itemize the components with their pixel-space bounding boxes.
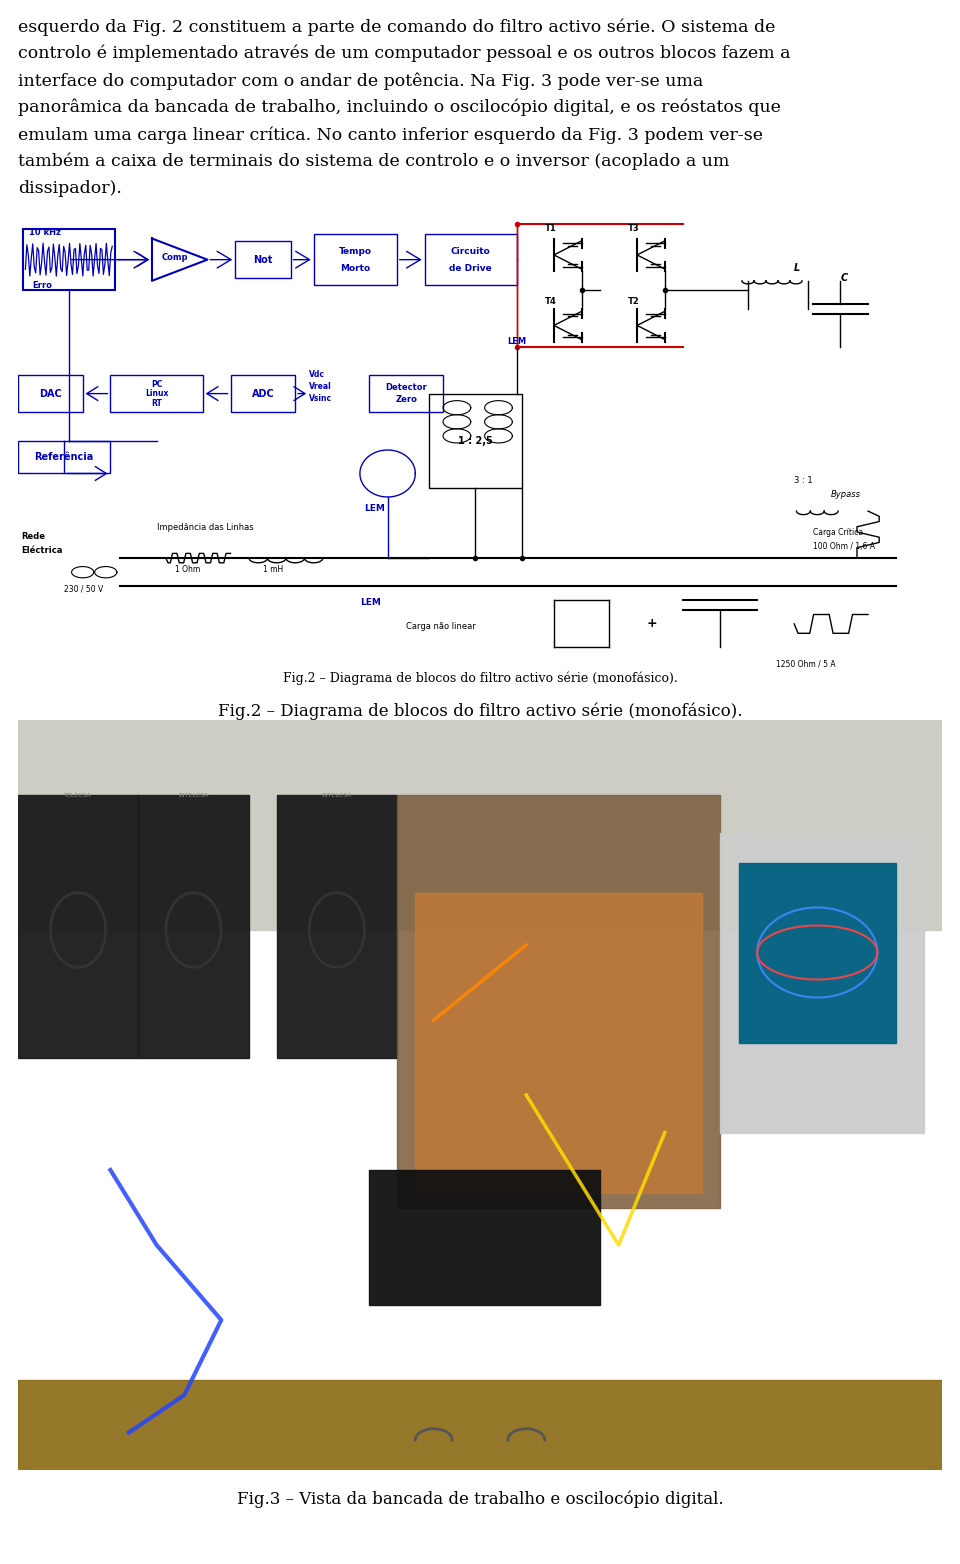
Text: Carga não linear: Carga não linear [406, 621, 476, 630]
Text: RT: RT [151, 399, 162, 408]
Bar [18, 719, 942, 931]
Text: 100 Ohm / 1,6 A: 100 Ohm / 1,6 A [813, 541, 875, 551]
Bar [18, 795, 138, 1057]
Text: DAC: DAC [39, 388, 61, 399]
Bar [429, 394, 521, 488]
Bar [396, 795, 720, 1207]
Bar [235, 241, 291, 278]
Text: também a caixa de terminais do sistema de controlo e o inversor (acoplado a um: também a caixa de terminais do sistema d… [18, 153, 730, 170]
Text: Rede: Rede [21, 532, 45, 541]
Text: Comp: Comp [161, 253, 188, 261]
Bar [23, 228, 115, 291]
Text: Referência: Referência [35, 452, 94, 461]
Text: INTELCSA: INTELCSA [179, 793, 209, 798]
Text: Circuito: Circuito [451, 247, 491, 255]
Text: Eléctrica: Eléctrica [21, 546, 62, 555]
Text: emulam uma carga linear crítica. No canto inferior esquerdo da Fig. 3 podem ver-: emulam uma carga linear crítica. No cant… [18, 127, 763, 144]
Text: 3 : 1: 3 : 1 [794, 475, 813, 485]
Text: Zero: Zero [396, 396, 417, 405]
Text: Fig.3 – Vista da bancada de trabalho e oscilocópio digital.: Fig.3 – Vista da bancada de trabalho e o… [237, 1490, 723, 1508]
Text: controlo é implementado através de um computador pessoal e os outros blocos faze: controlo é implementado através de um co… [18, 45, 790, 63]
Text: T4: T4 [544, 297, 557, 307]
Text: Impedância das Linhas: Impedância das Linhas [156, 522, 253, 532]
Bar [18, 1379, 942, 1470]
Text: 230 / 50 V: 230 / 50 V [64, 583, 104, 593]
Text: L: L [794, 263, 801, 274]
Bar [424, 233, 516, 286]
Text: esquerdo da Fig. 2 constituem a parte de comando do filtro activo série. O siste: esquerdo da Fig. 2 constituem a parte de… [18, 19, 776, 36]
Text: T2: T2 [628, 297, 639, 307]
Text: de Drive: de Drive [449, 264, 492, 272]
Text: Bypass: Bypass [831, 490, 861, 499]
Text: 1 : 2,5: 1 : 2,5 [458, 436, 492, 446]
Text: Tempo: Tempo [339, 247, 372, 255]
Text: ADC: ADC [252, 388, 275, 399]
Text: Fig.2 – Diagrama de blocos do filtro activo série (monofásico).: Fig.2 – Diagrama de blocos do filtro act… [218, 702, 742, 721]
Text: Vdc: Vdc [309, 371, 325, 378]
Bar [230, 375, 296, 413]
Text: Linux: Linux [145, 389, 168, 399]
Text: T3: T3 [628, 225, 639, 233]
Text: 1 mH: 1 mH [263, 565, 283, 574]
Text: INTELCSA: INTELCSA [322, 793, 352, 798]
Bar [18, 375, 83, 413]
Bar [370, 375, 444, 413]
Bar [720, 832, 924, 1132]
Text: LEM: LEM [360, 597, 381, 607]
Text: interface do computador com o andar de potência. Na Fig. 3 pode ver-se uma: interface do computador com o andar de p… [18, 72, 704, 89]
Bar [739, 862, 896, 1043]
Bar [138, 795, 249, 1057]
Bar [370, 1170, 600, 1304]
Text: 1 Ohm: 1 Ohm [175, 565, 201, 574]
Text: Morto: Morto [340, 264, 371, 272]
Text: dissipador).: dissipador). [18, 180, 122, 197]
Bar [110, 375, 203, 413]
Text: 10 kHz: 10 kHz [29, 228, 61, 236]
Text: panorâmica da bancada de trabalho, incluindo o oscilocópio digital, e os reóstat: panorâmica da bancada de trabalho, inclu… [18, 99, 780, 116]
Text: LEM: LEM [508, 338, 527, 346]
Text: PC: PC [151, 380, 162, 389]
Text: Vreal: Vreal [309, 382, 332, 391]
Bar [18, 441, 110, 474]
Text: Vsinc: Vsinc [309, 394, 332, 402]
Text: C: C [840, 272, 848, 283]
Text: Not: Not [253, 255, 273, 264]
Text: TELECSA: TELECSA [64, 793, 92, 798]
Bar [314, 233, 396, 286]
Text: Detector: Detector [385, 383, 427, 393]
Text: LEM: LEM [365, 504, 385, 513]
Text: Carga Crítica: Carga Crítica [813, 527, 863, 536]
Text: Fig.2 – Diagrama de blocos do filtro activo série (monofásico).: Fig.2 – Diagrama de blocos do filtro act… [282, 671, 678, 685]
Text: 1250 Ohm / 5 A: 1250 Ohm / 5 A [776, 658, 835, 668]
Bar [416, 893, 702, 1192]
Text: T1: T1 [544, 225, 557, 233]
Text: Erro: Erro [32, 282, 52, 289]
Bar [276, 795, 396, 1057]
Text: +: + [646, 618, 657, 630]
